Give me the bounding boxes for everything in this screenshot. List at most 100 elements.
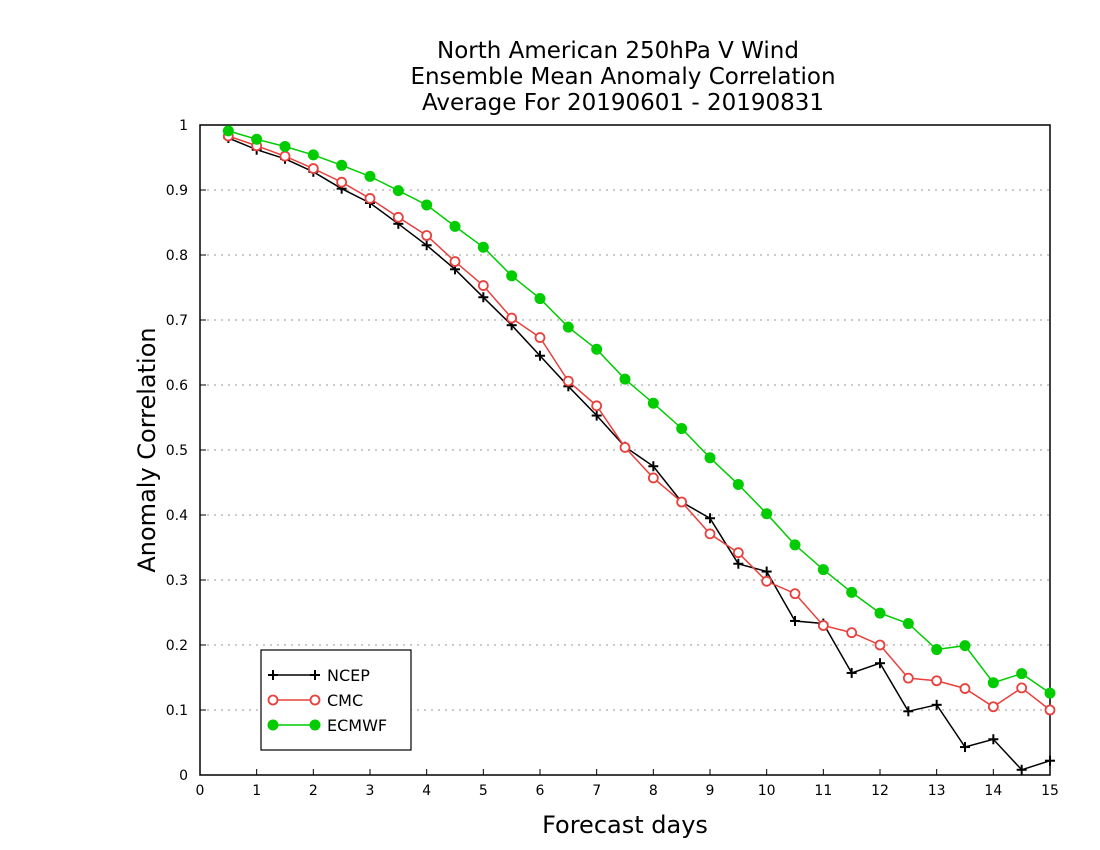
data-point-ecmwf: [931, 644, 943, 656]
y-axis-label: Anomaly Correlation: [133, 327, 161, 572]
x-tick-label: 13: [928, 783, 946, 799]
x-tick-label: 14: [984, 783, 1002, 799]
data-point-ecmwf: [506, 270, 518, 282]
y-tick-label: 0.8: [166, 248, 188, 264]
series-cmc: [222, 130, 1056, 716]
x-tick-label: 8: [649, 783, 658, 799]
data-point-ecmwf: [591, 343, 603, 355]
y-tick-label: 1: [179, 118, 188, 134]
x-axis: 0 1 2 3 4 5 6 7 8 9 10 11 12 13 14 15: [196, 769, 1059, 799]
data-point-ecmwf: [817, 564, 829, 576]
legend-label-ncep: NCEP: [327, 666, 370, 685]
data-point-ecmwf: [987, 677, 999, 689]
x-tick-label: 11: [814, 783, 832, 799]
data-point-ecmwf: [307, 149, 319, 161]
data-point-cmc: [959, 683, 971, 694]
data-point-ecmwf: [874, 607, 886, 619]
data-point-ecmwf: [647, 397, 659, 409]
y-tick-label: 0.3: [166, 573, 188, 589]
data-point-ecmwf: [959, 640, 971, 652]
data-point-ecmwf: [449, 220, 461, 232]
data-point-cmc: [676, 496, 688, 508]
data-point-cmc: [1044, 704, 1056, 716]
x-axis-label: Forecast days: [542, 811, 708, 839]
data-point-cmc: [761, 575, 773, 587]
data-point-ecmwf: [364, 170, 376, 182]
chart-title-line-1: North American 250hPa V Wind: [437, 38, 799, 64]
x-tick-label: 12: [871, 783, 889, 799]
data-point-cmc: [364, 193, 376, 204]
legend: NCEP CMC ECMWF: [260, 649, 412, 751]
data-point-ecmwf: [421, 199, 433, 211]
data-point-ecmwf: [477, 241, 489, 253]
data-point-cmc: [817, 620, 829, 631]
chart-title-line-2: Ensemble Mean Anomaly Correlation: [410, 64, 835, 90]
legend-marker-cmc: [309, 694, 321, 706]
data-point-cmc: [846, 627, 858, 639]
data-point-ecmwf: [704, 452, 716, 464]
data-point-cmc: [619, 441, 631, 453]
y-tick-label: 0.9: [166, 183, 188, 199]
y-tick-label: 0.7: [166, 313, 188, 329]
data-point-cmc: [506, 312, 518, 324]
data-point-cmc: [732, 547, 744, 559]
data-point-cmc: [392, 211, 404, 223]
series-layer: [222, 125, 1056, 775]
data-point-ecmwf: [222, 125, 234, 137]
data-point-ecmwf: [676, 423, 688, 435]
data-point-cmc: [307, 163, 319, 174]
data-point-ecmwf: [1016, 668, 1028, 680]
data-point-cmc: [477, 280, 489, 291]
data-point-ecmwf: [789, 539, 801, 551]
x-tick-label: 0: [196, 783, 205, 799]
data-point-cmc: [421, 230, 433, 241]
data-point-cmc: [1016, 682, 1028, 694]
data-point-ecmwf: [251, 133, 263, 145]
legend-item-ecmwf: ECMWF: [267, 716, 387, 735]
y-tick-label: 0.4: [166, 508, 188, 524]
x-tick-label: 15: [1041, 783, 1059, 799]
legend-item-ncep: NCEP: [268, 666, 370, 685]
x-tick-label: 1: [252, 783, 261, 799]
data-point-cmc: [789, 588, 801, 600]
legend-label-ecmwf: ECMWF: [327, 716, 387, 735]
legend-marker-ecmwf: [309, 719, 321, 731]
y-tick-label: 0.5: [166, 443, 188, 459]
data-point-cmc: [562, 375, 574, 387]
x-tick-label: 4: [422, 783, 431, 799]
data-point-cmc: [591, 400, 603, 412]
data-point-ecmwf: [902, 618, 914, 630]
chart-title-line-3: Average For 20190601 - 20190831: [422, 90, 824, 116]
data-point-ecmwf: [562, 321, 574, 333]
x-tick-label: 9: [706, 783, 715, 799]
legend-label-cmc: CMC: [327, 691, 363, 710]
legend-marker-cmc: [267, 694, 279, 706]
x-tick-label: 7: [592, 783, 601, 799]
data-point-ecmwf: [279, 140, 291, 152]
data-point-cmc: [987, 701, 999, 713]
x-tick-label: 10: [758, 783, 776, 799]
data-point-cmc: [704, 528, 716, 540]
x-tick-label: 2: [309, 783, 318, 799]
data-point-ecmwf: [1044, 687, 1056, 699]
data-point-cmc: [874, 639, 886, 651]
data-point-cmc: [449, 256, 461, 267]
data-point-ecmwf: [336, 159, 348, 171]
legend-item-cmc: CMC: [267, 691, 363, 710]
x-tick-label: 6: [536, 783, 545, 799]
data-point-cmc: [279, 150, 291, 162]
data-point-cmc: [931, 675, 943, 687]
data-point-cmc: [902, 672, 914, 684]
y-tick-label: 0: [179, 768, 188, 784]
data-point-cmc: [534, 332, 546, 343]
data-point-ecmwf: [534, 293, 546, 305]
data-point-ecmwf: [761, 508, 773, 520]
data-point-cmc: [336, 176, 348, 188]
x-tick-label: 5: [479, 783, 488, 799]
series-line-ecmwf: [228, 130, 1051, 694]
data-point-ecmwf: [392, 185, 404, 197]
data-point-ecmwf: [619, 373, 631, 385]
y-tick-label: 0.6: [166, 378, 188, 394]
